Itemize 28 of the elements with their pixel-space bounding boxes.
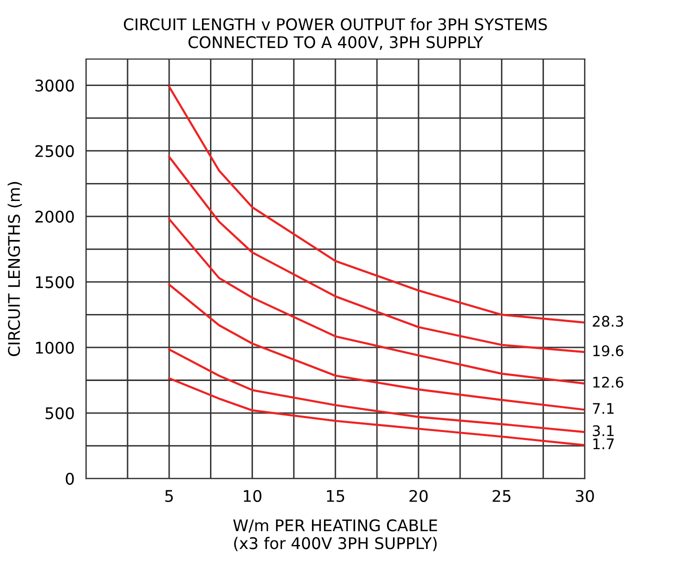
y-axis-title: CIRCUIT LENGTHS (m) [8,182,22,356]
y-tick-label: 2000 [35,210,74,223]
x-tick-label: 15 [326,490,344,502]
line-series [168,156,585,354]
chart-title: CIRCUIT LENGTH v POWER OUTPUT for 3PH SYSTEMS CONNECTED TO A 400V, 3PH SUPPLY [124,18,547,50]
line-series [168,284,585,411]
line-series [168,377,585,446]
y-tick-label: 500 [46,407,74,420]
x-tick-label: 30 [576,490,594,502]
series-label: 19.6 [593,345,624,356]
x-tick-label: 5 [165,490,173,502]
series-label: 3.1 [592,425,614,436]
x-tick-label: 10 [244,490,262,502]
line-series [168,348,585,434]
y-tick-label: 1000 [36,342,74,354]
y-tick-label: 0 [66,472,74,485]
line-series [168,86,585,324]
series-label: 7.1 [592,403,614,414]
y-tick-label: 1500 [36,276,74,288]
series-label: 12.6 [593,376,624,388]
y-tick-label: 3000 [35,80,74,92]
x-tick-label: 20 [410,490,428,502]
y-tick-label: 2500 [35,145,74,158]
series-label: 28.3 [592,316,624,327]
line-series [168,218,585,385]
series-label: 1.7 [593,438,614,450]
x-axis-title: W/m PER HEATING CABLE (x3 for 400V 3PH SUPPLY) [233,519,438,552]
x-tick-label: 25 [492,490,510,502]
